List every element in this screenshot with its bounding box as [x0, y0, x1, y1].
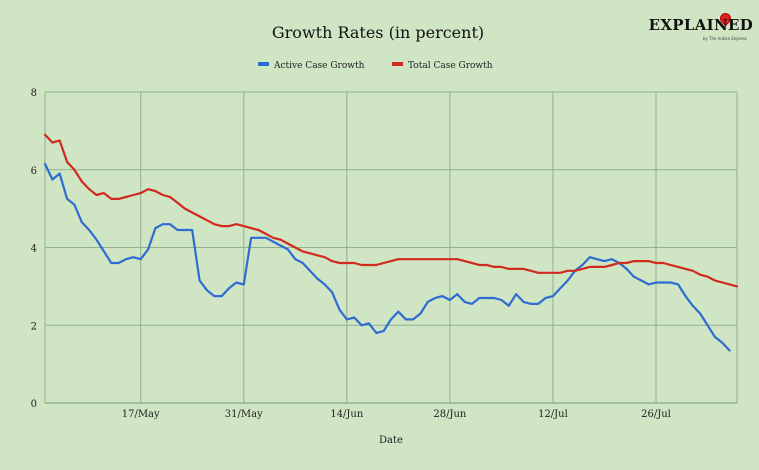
x-tick-label: 17/May — [122, 409, 160, 420]
x-axis-ticks: 17/May 31/May 14/Jun 28/Jun 12/Jul 26/Jul — [122, 409, 671, 420]
logo-subtext: by The Indian Express — [702, 36, 747, 41]
chart-title: Growth Rates (in percent) — [272, 23, 484, 42]
legend-label-total: Total Case Growth — [408, 61, 493, 71]
logo-text: EXPLAINED — [648, 16, 753, 34]
explained-logo: EXPLAINED by The Indian Express — [649, 10, 753, 46]
x-tick-label: 31/May — [225, 409, 263, 420]
series-line-active-case-growth — [43, 162, 731, 352]
y-axis-ticks: 0 2 4 6 8 — [31, 88, 37, 410]
y-tick-label: 0 — [31, 399, 37, 410]
legend-swatch-total — [392, 62, 403, 66]
legend: Active Case Growth Total Case Growth — [258, 61, 493, 71]
gridlines — [44, 91, 738, 404]
y-tick-label: 4 — [31, 244, 37, 255]
series-line-total-case-growth — [43, 133, 739, 288]
legend-swatch-active — [258, 62, 269, 66]
series-lines — [43, 133, 739, 352]
x-tick-label: 12/Jul — [538, 409, 568, 420]
y-tick-label: 6 — [31, 166, 37, 177]
x-tick-label: 28/Jun — [433, 409, 467, 420]
legend-label-active: Active Case Growth — [273, 61, 365, 71]
x-tick-label: 26/Jul — [641, 409, 671, 420]
x-tick-label: 14/Jun — [330, 409, 364, 420]
y-tick-label: 8 — [31, 88, 37, 99]
x-axis-label: Date — [379, 435, 403, 446]
y-tick-label: 2 — [31, 321, 37, 332]
